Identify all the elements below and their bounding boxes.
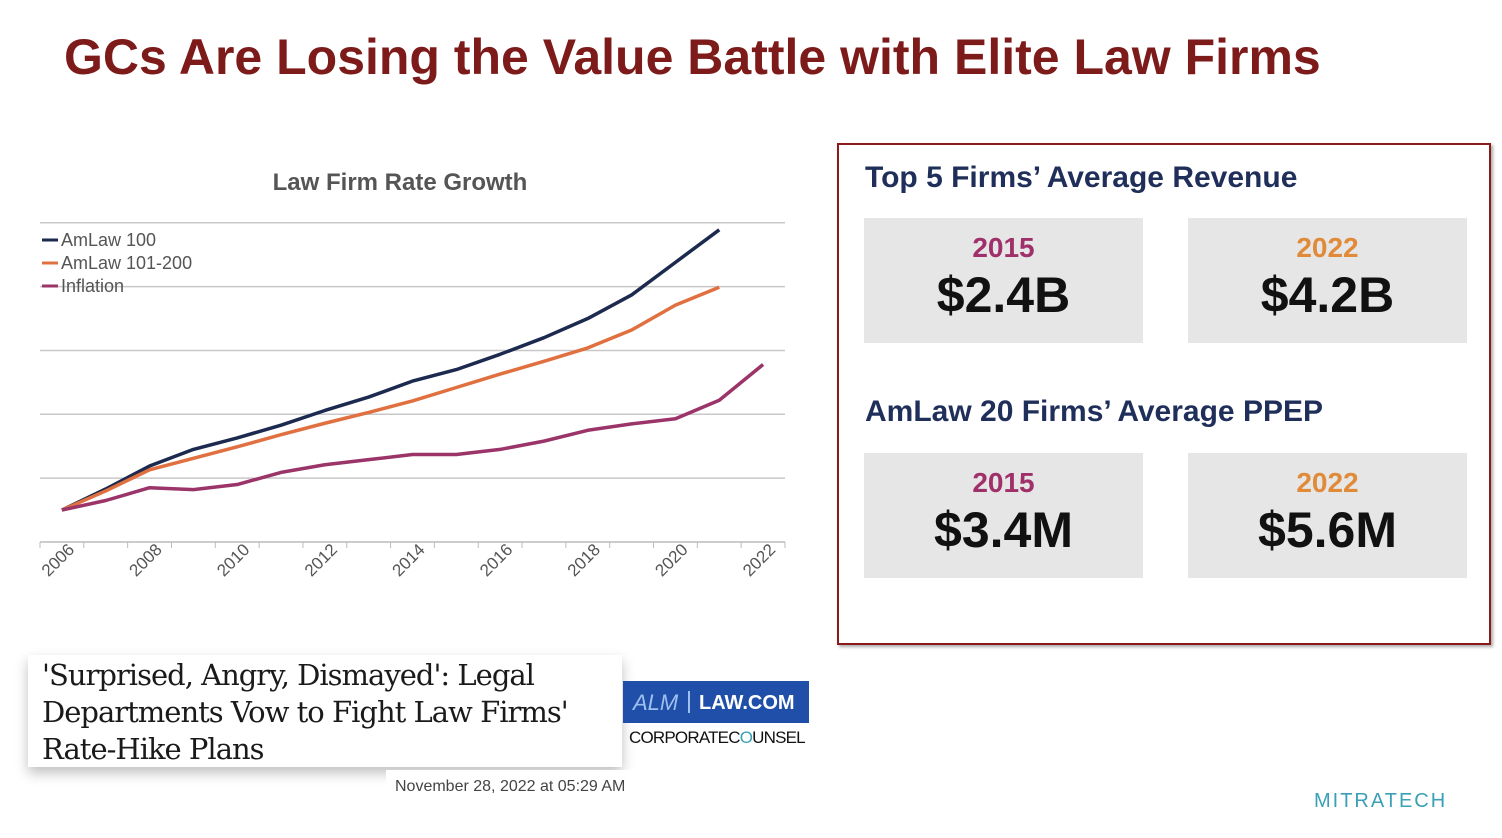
series-line: [61, 228, 721, 512]
slide-title: GCs Are Losing the Value Battle with Eli…: [64, 29, 1321, 85]
tile-value: $4.2B: [1260, 267, 1395, 323]
x-tick-label: 2010: [213, 540, 253, 580]
chart-title: Law Firm Rate Growth: [273, 169, 528, 196]
tile-value: $2.4B: [936, 267, 1071, 323]
section-heading: Top 5 Firms’ Average Revenue: [865, 161, 1298, 194]
x-tick-label: 2018: [564, 540, 604, 580]
brand-logo: MITRATECH: [1314, 790, 1448, 812]
tile-year: 2015: [972, 232, 1035, 263]
stats-panel: Top 5 Firms’ Average Revenue 2015 $2.4B …: [837, 143, 1491, 645]
series-line: [61, 285, 720, 512]
x-tick-label: 2020: [651, 540, 691, 580]
stat-tile: 2015 $3.4M: [864, 453, 1143, 578]
logo-part: UNSEL: [752, 728, 805, 747]
x-tick-label: 2012: [301, 540, 341, 580]
legend-label: AmLaw 101-200: [61, 253, 192, 273]
tile-year: 2022: [1296, 467, 1359, 498]
x-tick-label: 2014: [389, 540, 429, 580]
section-heading: AmLaw 20 Firms’ Average PPEP: [865, 395, 1323, 428]
article-date: November 28, 2022 at 05:29 AM: [386, 770, 668, 800]
stat-tile: 2022 $4.2B: [1188, 218, 1467, 343]
x-tick-label: 2022: [739, 540, 779, 580]
x-tick-label: 2008: [126, 540, 166, 580]
logo-part: CORPORATEC: [629, 728, 740, 747]
publisher-logo: ALM LAW.COM CORPORATECOUNSEL: [623, 681, 809, 747]
logo-text: ALM: [631, 690, 679, 715]
logo-part: O: [740, 728, 753, 747]
stat-tile: 2022 $5.6M: [1188, 453, 1467, 578]
legend-label: AmLaw 100: [61, 230, 156, 250]
logo-bg: [623, 681, 809, 723]
series-line: [61, 363, 765, 512]
x-tick-label: 2016: [476, 540, 516, 580]
tile-value: $5.6M: [1258, 502, 1397, 558]
tile-year: 2015: [972, 467, 1035, 498]
x-tick-label: 2006: [38, 540, 78, 580]
chart: Law Firm Rate Growth 2006 2008 2010 2012 201…: [38, 169, 786, 580]
tile-year: 2022: [1296, 232, 1359, 263]
legend-label: Inflation: [61, 276, 124, 296]
logo-text: LAW.COM: [699, 692, 795, 714]
logo-text: CORPORATECOUNSEL: [629, 728, 805, 747]
tile-value: $3.4M: [934, 502, 1073, 558]
article-headline: 'Surprised, Angry, Dismayed': Legal Depa…: [42, 658, 569, 766]
stat-tile: 2015 $2.4B: [864, 218, 1143, 343]
article-card: 'Surprised, Angry, Dismayed': Legal Depa…: [28, 655, 622, 767]
